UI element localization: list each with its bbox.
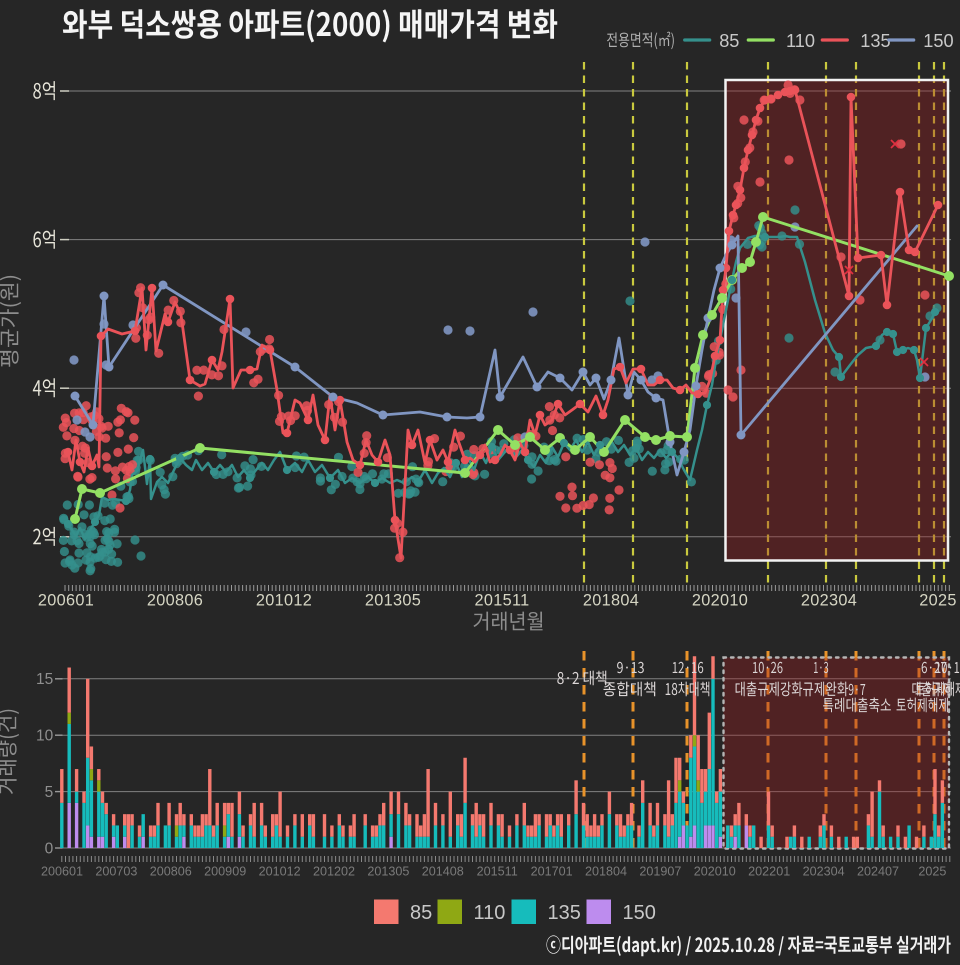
svg-text:110: 110: [474, 902, 506, 924]
svg-text:201305: 201305: [367, 865, 409, 879]
svg-text:201012: 201012: [259, 865, 301, 879]
svg-text:135: 135: [548, 902, 581, 924]
svg-text:200806: 200806: [147, 592, 203, 610]
svg-text:2025: 2025: [918, 865, 946, 879]
svg-text:201804: 201804: [585, 865, 627, 879]
svg-text:200909: 200909: [204, 865, 246, 879]
svg-text:85: 85: [410, 902, 432, 924]
svg-text:85: 85: [719, 31, 739, 51]
svg-text:200601: 200601: [38, 592, 94, 610]
svg-text:110: 110: [786, 31, 815, 51]
svg-text:202304: 202304: [801, 592, 857, 610]
svg-text:135: 135: [860, 31, 890, 51]
svg-text:200601: 200601: [41, 865, 83, 879]
svg-text:150: 150: [623, 902, 656, 924]
svg-text:201804: 201804: [583, 592, 639, 610]
svg-text:201701: 201701: [531, 865, 573, 879]
svg-text:202010: 202010: [692, 592, 748, 610]
svg-text:202010: 202010: [694, 865, 736, 879]
svg-text:2025: 2025: [919, 592, 956, 610]
svg-text:202407: 202407: [857, 865, 899, 879]
svg-text:202201: 202201: [748, 865, 790, 879]
svg-text:200703: 200703: [95, 865, 137, 879]
svg-text:150: 150: [923, 31, 953, 51]
svg-text:0: 0: [45, 840, 54, 857]
svg-text:201305: 201305: [365, 592, 421, 610]
svg-text:201012: 201012: [256, 592, 312, 610]
svg-text:201408: 201408: [422, 865, 464, 879]
svg-text:200806: 200806: [150, 865, 192, 879]
svg-text:201907: 201907: [639, 865, 681, 879]
svg-text:201511: 201511: [477, 865, 518, 879]
svg-text:201511: 201511: [475, 592, 530, 610]
svg-text:15: 15: [36, 671, 53, 688]
svg-text:5: 5: [45, 784, 54, 801]
svg-text:10: 10: [36, 728, 54, 745]
svg-text:202304: 202304: [803, 865, 845, 879]
svg-text:201202: 201202: [313, 865, 355, 879]
